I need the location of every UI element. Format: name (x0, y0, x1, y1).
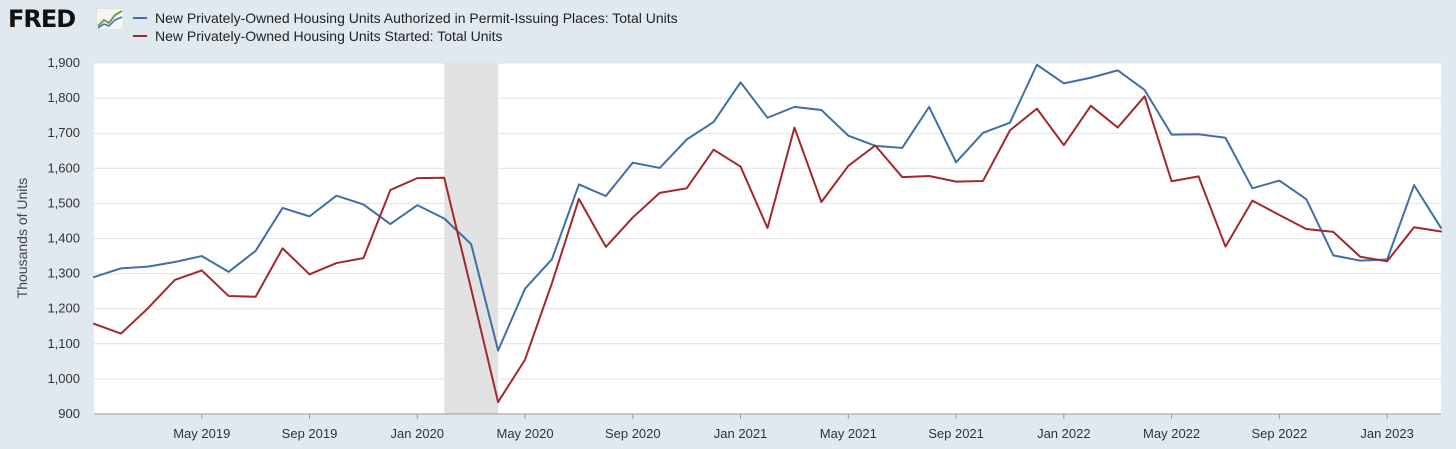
y-tick-label: 1,700 (47, 125, 80, 140)
y-tick-label: 1,200 (47, 301, 80, 316)
y-axis-label: Thousands of Units (14, 178, 30, 299)
legend-item-permits[interactable]: New Privately-Owned Housing Units Author… (133, 9, 678, 27)
legend-swatch-starts (133, 35, 147, 37)
y-tick-label: 1,400 (47, 231, 80, 246)
y-tick-label: 1,600 (47, 160, 80, 175)
x-tick-label: Jan 2020 (391, 426, 445, 441)
x-tick-label: Jan 2021 (714, 426, 768, 441)
legend-label-starts: New Privately-Owned Housing Units Starte… (155, 28, 503, 44)
legend-item-starts[interactable]: New Privately-Owned Housing Units Starte… (133, 27, 503, 45)
series-line-starts[interactable] (93, 95, 1442, 404)
x-tick-label: May 2019 (173, 426, 230, 441)
y-tick-label: 1,900 (47, 55, 80, 70)
y-tick-label: 1,000 (47, 371, 80, 386)
x-tick-label: Sep 2020 (605, 426, 661, 441)
y-tick-label: 1,500 (47, 195, 80, 210)
y-tick-label: 1,800 (47, 90, 80, 105)
x-tick-label: May 2022 (1143, 426, 1200, 441)
x-tick-label: Jan 2022 (1037, 426, 1091, 441)
x-tick-label: May 2020 (496, 426, 553, 441)
x-tick-label: Sep 2019 (282, 426, 338, 441)
x-tick-label: Sep 2022 (1252, 426, 1308, 441)
chart-header: FRED New Privately-Owned Housing Units A… (0, 0, 1456, 52)
fred-chart-icon (96, 8, 124, 30)
fred-logo[interactable]: FRED (8, 5, 76, 33)
legend-swatch-permits (133, 17, 147, 19)
x-tick-label: Jan 2023 (1360, 426, 1414, 441)
y-tick-label: 1,100 (47, 336, 80, 351)
x-tick-label: May 2021 (820, 426, 877, 441)
x-tick-label: Sep 2021 (928, 426, 984, 441)
y-tick-label: 900 (58, 406, 80, 421)
series-line-permits[interactable] (93, 63, 1442, 352)
legend-label-permits: New Privately-Owned Housing Units Author… (155, 10, 678, 26)
y-tick-label: 1,300 (47, 266, 80, 281)
